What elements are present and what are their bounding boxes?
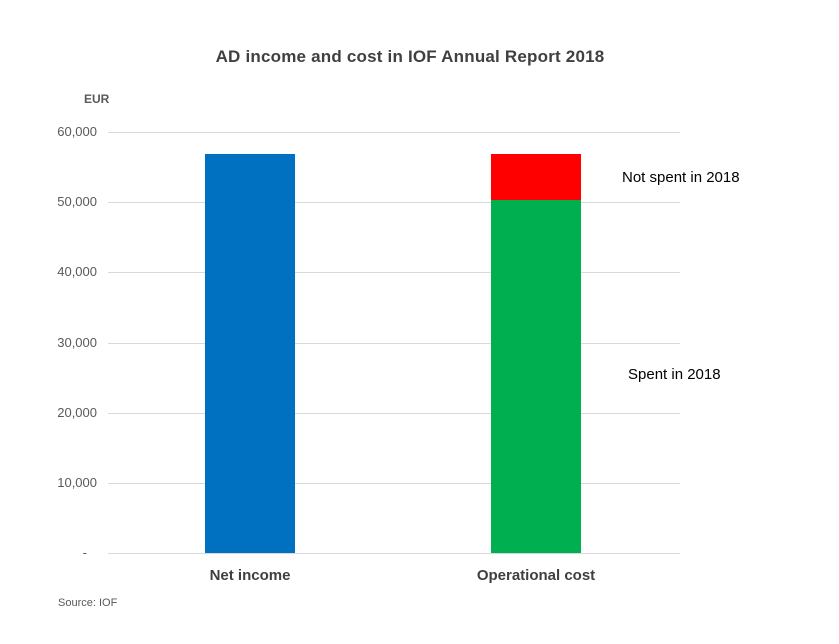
chart-title: AD income and cost in IOF Annual Report … [215,47,605,66]
bar-segment-net-income [205,154,295,553]
gridline [108,132,680,133]
gridline [108,202,680,204]
y-axis-tick-label: 60,000 [57,124,97,139]
annotation-spent: Spent in 2018 [628,366,721,383]
y-axis-tick-label: 50,000 [57,194,97,210]
source-note: Source: IOF [58,597,118,609]
y-axis-tick-label: - [82,545,87,560]
y-axis-tick-label: 20,000 [57,404,97,420]
x-axis-label-operational-cost: Operational cost [476,567,596,584]
y-axis-unit-label: EUR [84,92,110,106]
gridline [108,553,680,554]
gridline [108,272,680,274]
gridline [108,342,680,344]
x-axis-label-net-income: Net income [209,567,291,584]
bar-net-income [205,132,295,553]
y-axis-tick-label: 10,000 [57,474,97,490]
bar-segment-not-spent-in-2018 [491,154,581,201]
bar-segment-spent-in-2018 [491,200,581,553]
annotation-not-spent: Not spent in 2018 [622,169,740,186]
y-axis-tick-label: 40,000 [57,264,97,280]
gridline [108,482,680,484]
y-axis-tick-label: 30,000 [57,334,97,350]
plot-area [108,132,680,554]
bar-operational-cost [491,132,581,553]
gridline [108,412,680,414]
